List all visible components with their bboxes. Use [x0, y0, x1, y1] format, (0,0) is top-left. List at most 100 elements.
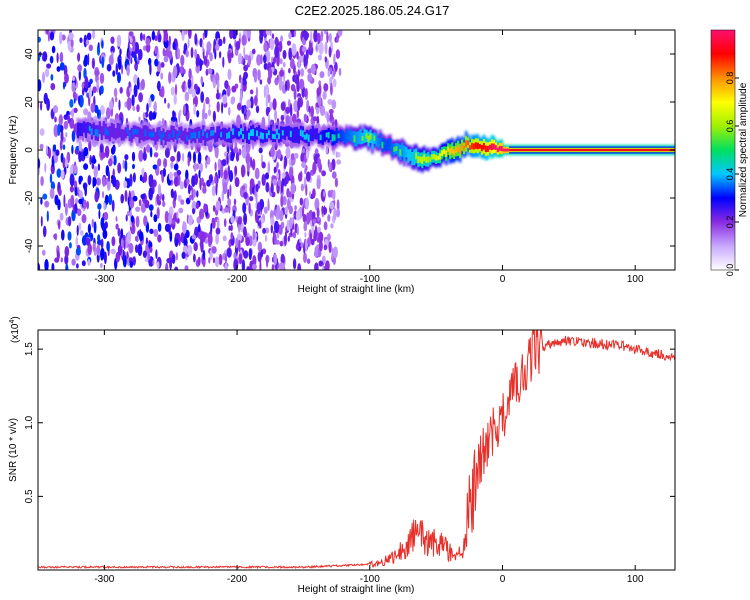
noise-speckle [181, 30, 185, 41]
noise-speckle [63, 120, 69, 130]
noise-speckle [218, 38, 223, 47]
noise-speckle [87, 259, 91, 266]
noise-speckle [321, 170, 326, 177]
noise-speckle [51, 262, 55, 270]
noise-speckle [88, 87, 93, 99]
noise-speckle [137, 77, 140, 90]
noise-speckle [43, 92, 48, 105]
noise-speckle [142, 151, 147, 161]
noise-speckle [267, 113, 271, 125]
noise-speckle [164, 119, 167, 126]
noise-speckle [56, 52, 59, 63]
noise-speckle [72, 164, 78, 174]
noise-speckle [176, 211, 179, 219]
noise-speckle [50, 83, 56, 91]
noise-speckle [289, 58, 295, 69]
noise-speckle [328, 241, 332, 254]
noise-speckle [194, 48, 198, 59]
ridge-band [174, 129, 177, 140]
noise-speckle [248, 202, 251, 214]
noise-speckle [78, 149, 82, 163]
noise-speckle [195, 57, 200, 67]
noise-speckle [172, 41, 176, 50]
noise-speckle [166, 258, 171, 264]
noise-speckle [305, 171, 311, 182]
x-tick-label: -300 [94, 574, 114, 585]
noise-speckle [153, 214, 158, 223]
noise-speckle [327, 98, 333, 105]
y-tick-label: 0 [24, 147, 35, 153]
noise-speckle [132, 172, 136, 183]
ridge-band [110, 123, 113, 138]
noise-speckle [149, 246, 153, 253]
noise-speckle [207, 108, 212, 117]
noise-speckle [276, 149, 282, 160]
ridge-band [285, 126, 288, 137]
noise-speckle [136, 104, 140, 113]
noise-speckle [246, 109, 251, 117]
noise-speckle [224, 253, 227, 264]
noise-speckle [242, 202, 247, 214]
ridge-core [126, 127, 129, 133]
noise-speckle [264, 172, 270, 180]
noise-speckle [286, 79, 290, 91]
ridge-band [293, 127, 296, 143]
noise-speckle [153, 229, 159, 237]
noise-speckle [146, 103, 149, 113]
noise-speckle [124, 159, 128, 172]
noise-speckle [125, 214, 128, 222]
noise-speckle [288, 191, 292, 198]
ridge-core [190, 132, 193, 140]
noise-speckle [261, 173, 266, 186]
noise-speckle [124, 154, 129, 161]
ridge-core [299, 129, 302, 137]
noise-speckle [71, 144, 74, 155]
noise-speckle [168, 212, 173, 225]
ridge-band [379, 133, 382, 147]
noise-speckle [76, 208, 82, 217]
noise-speckle [193, 103, 196, 115]
noise-speckle [71, 209, 76, 222]
ridge-band [283, 126, 286, 140]
ridge-band [138, 127, 141, 144]
noise-speckle [212, 79, 216, 89]
noise-speckle [305, 165, 308, 171]
noise-speckle [299, 78, 305, 90]
noise-speckle [86, 201, 89, 210]
noise-speckle [179, 66, 184, 74]
noise-speckle [288, 47, 293, 61]
spectrogram-y-label: Frequency (Hz) [8, 116, 19, 185]
ridge-band [263, 129, 267, 143]
noise-speckle [323, 221, 328, 231]
noise-speckle [323, 244, 328, 251]
ridge-band [317, 133, 320, 144]
noise-speckle [297, 97, 301, 111]
noise-speckle [75, 197, 78, 205]
noise-speckle [215, 182, 218, 196]
colorbar-tick-label: 0.6 [725, 120, 735, 133]
noise-speckle [200, 177, 205, 186]
noise-speckle [118, 99, 121, 111]
noise-speckle [302, 204, 305, 216]
ridge-core [502, 148, 505, 152]
noise-speckle [309, 232, 313, 242]
noise-speckle [307, 73, 313, 83]
noise-speckle [148, 204, 154, 212]
noise-speckle [243, 191, 248, 200]
noise-speckle [200, 76, 204, 85]
noise-speckle [181, 251, 186, 259]
noise-speckle [65, 263, 69, 270]
ridge-band [112, 124, 115, 139]
noise-speckle [164, 210, 169, 224]
noise-speckle [211, 217, 215, 225]
snr-multiplier: (x104) [9, 316, 21, 343]
noise-speckle [174, 232, 181, 240]
noise-speckle [54, 116, 57, 123]
noise-speckle [284, 230, 287, 243]
noise-speckle [216, 101, 220, 113]
ridge-band [385, 140, 388, 152]
noise-speckle [99, 105, 105, 116]
noise-speckle [44, 162, 47, 173]
noise-speckle [102, 176, 106, 187]
noise-speckle [226, 247, 232, 258]
